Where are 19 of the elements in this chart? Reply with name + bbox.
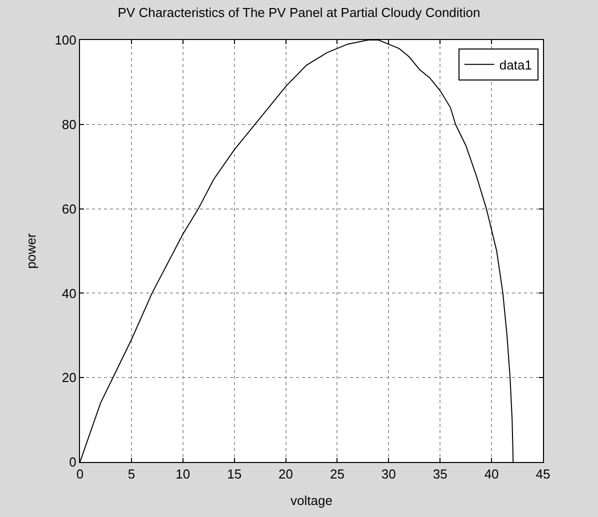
- x-axis-title: voltage: [290, 493, 332, 508]
- y-tick-label: 80: [62, 116, 76, 132]
- x-tick-label: 10: [176, 466, 190, 482]
- legend-label: data1: [499, 57, 532, 72]
- chart-title: PV Characteristics of The PV Panel at Partial Cloudy Condition: [118, 4, 480, 20]
- x-tick-label: 40: [484, 466, 499, 482]
- x-tick-label: 25: [330, 466, 344, 482]
- x-tick-label: 45: [536, 466, 550, 482]
- y-tick-label: 60: [62, 201, 76, 216]
- x-tick-label: 20: [278, 466, 294, 482]
- y-tick-label: 100: [54, 32, 76, 48]
- y-tick-label: 20: [62, 370, 76, 386]
- y-tick-label: 40: [62, 286, 76, 301]
- x-tick-label: 15: [227, 466, 242, 482]
- x-tick-label: 5: [128, 466, 136, 482]
- x-tick-label: 35: [432, 466, 448, 482]
- y-tick-label: 0: [69, 454, 76, 470]
- y-axis-title: power: [24, 232, 39, 269]
- x-tick-label: 30: [381, 466, 396, 482]
